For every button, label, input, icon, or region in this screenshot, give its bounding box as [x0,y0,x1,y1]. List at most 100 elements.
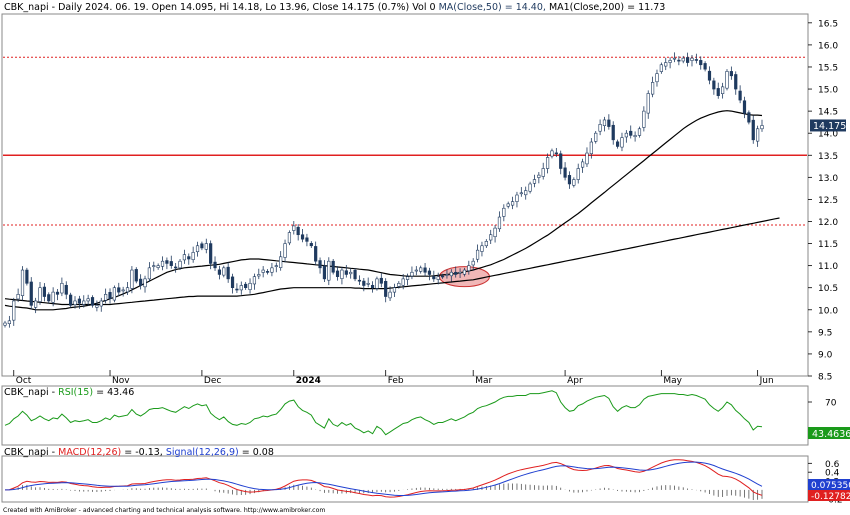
candle-body [314,246,318,262]
candle-body [392,287,397,293]
candle-body [681,57,685,62]
candle-body [637,128,642,136]
candle-body [707,70,712,81]
candle-body [134,269,138,282]
price-title-text: CBK_napi - Daily 2024. 06. 19. Open 14.0… [4,2,436,13]
macd-last-value: -0.12782 [811,492,850,502]
price-tick-label: 12.5 [818,196,838,206]
candle-body [156,265,160,268]
candle-body [270,267,274,273]
rsi-series [4,390,763,436]
price-tick-label: 10.0 [818,306,838,316]
candle-body [12,300,16,321]
rsi-tick-label: 70 [825,399,837,409]
candle-body [357,279,362,282]
signal-line [5,461,763,496]
candle-body [524,190,528,196]
price-tick-label: 14.5 [818,108,838,118]
candle-body [327,260,331,281]
macd-line [4,459,763,498]
candle-body [664,62,668,67]
candle-body [300,234,305,240]
rsi-title-series: RSI(15) [58,387,93,398]
candle-body [563,167,567,178]
candle-body [370,284,375,289]
candle-body [121,289,125,292]
candle-body [545,157,550,169]
candle-body [222,267,226,276]
candle-body [655,73,659,83]
candle-body [712,80,716,90]
candle-body [239,285,243,291]
candle-body [235,288,239,291]
price-tick-label: 12.0 [818,218,838,228]
x-tick-label: Feb [388,376,404,386]
candle-body [502,207,506,217]
candlesticks [3,52,764,328]
candle-body [283,243,287,258]
price-tick-label: 13.5 [818,152,838,162]
x-tick-label: Dec [204,376,221,386]
candle-body [244,283,248,289]
candle-body [616,141,620,147]
price-last-value-tag: 14.175 [810,119,846,132]
candle-body [47,294,51,302]
candle-body [532,179,537,184]
macd-series [4,459,763,501]
candle-body [20,269,25,296]
candle-body [169,261,173,266]
candle-body [305,237,309,242]
price-last-value: 14.175 [813,121,846,132]
candle-body [550,150,554,157]
x-tick-label: Oct [16,376,32,386]
candle-body [82,300,86,305]
candle-body [620,137,624,148]
candle-body [633,135,637,138]
candle-body [265,271,270,273]
price-tick-label: 14.0 [818,130,838,140]
candle-body [178,260,182,269]
candle-body [515,194,519,202]
candle-body [125,287,130,293]
candle-body [642,110,646,128]
candle-body [405,276,410,280]
candle-body [384,281,388,297]
candle-body [589,141,593,155]
candle-body [528,183,532,192]
candle-body [414,269,418,272]
rsi-line [4,390,763,436]
candle-body [55,291,60,295]
candle-body [143,278,147,288]
candle-body [454,271,458,275]
x-tick-label: 2024 [296,376,321,386]
candle-body [38,287,42,302]
candle-body [95,305,99,308]
candle-body [309,243,313,247]
candle-body [209,243,213,264]
ma200-label: MA1(Close,200) = 11.73 [549,2,665,13]
rsi-title: CBK_napi - RSI(15) = 43.46 [4,387,134,398]
rsi-title-prefix: CBK_napi - [4,387,58,398]
price-tick-label: 16.0 [818,41,838,51]
candle-body [252,276,257,285]
candle-body [226,266,230,280]
candle-body [147,267,151,280]
candle-body [349,271,353,275]
candle-body [112,287,116,301]
macd-title-mid: = -0.13, [124,447,166,458]
candle-body [77,298,81,304]
candle-body [436,276,440,280]
signal-last-value: 0.075350 [811,481,850,491]
candle-body [248,282,252,290]
candle-body [29,281,33,306]
candle-body [230,276,235,289]
ma50-line [4,110,763,311]
candle-body [559,153,563,169]
candle-body [594,132,598,142]
candle-body [204,243,208,250]
candle-body [668,60,672,63]
candle-body [419,267,423,272]
candle-body [651,82,655,95]
candle-body [362,280,366,286]
